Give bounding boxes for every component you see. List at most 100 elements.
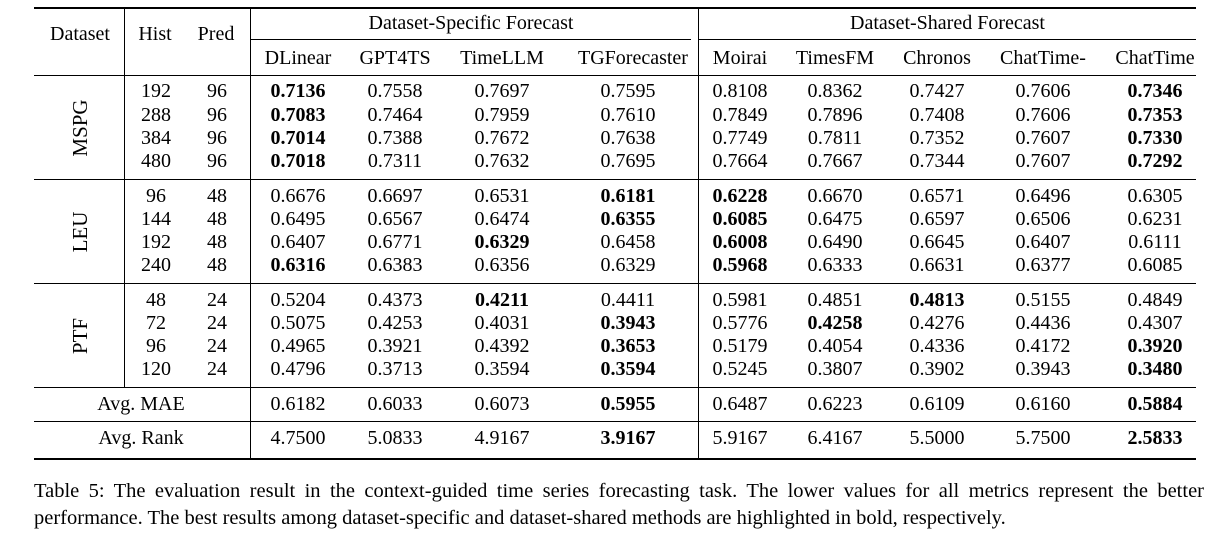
header-bottom-rule: [34, 75, 1196, 76]
results-table: Dataset Hist Pred Dataset-Specific Forec…: [34, 7, 1196, 460]
hist-cell: 192: [141, 80, 171, 102]
summary-rule: [34, 421, 1196, 422]
value-cell: 0.6458: [600, 231, 656, 253]
value-cell: 0.6645: [909, 231, 965, 253]
value-cell: 0.7664: [712, 150, 768, 172]
value-cell: 0.5245: [712, 358, 768, 380]
hist-cell: 240: [141, 254, 171, 276]
value-cell: 0.6228: [712, 185, 768, 207]
value-cell: 0.7408: [909, 104, 965, 126]
model-header: TimeLLM: [460, 47, 544, 69]
value-cell: 0.6474: [474, 208, 530, 230]
value-cell: 0.6329: [474, 231, 530, 253]
value-cell: 0.7607: [1015, 127, 1071, 149]
header-dataset: Dataset: [50, 23, 110, 45]
value-cell: 0.6567: [367, 208, 423, 230]
dataset-label: MSPG: [68, 99, 92, 157]
value-cell: 0.4211: [475, 289, 529, 311]
value-cell: 0.7464: [367, 104, 423, 126]
group-rule-3: [34, 387, 1196, 388]
hist-cell: 384: [141, 127, 171, 149]
value-cell: 0.3653: [600, 335, 656, 357]
value-cell: 0.6407: [270, 231, 326, 253]
value-cell: 0.6407: [1015, 231, 1071, 253]
hist-cell: 480: [141, 150, 171, 172]
value-cell: 0.4253: [367, 312, 423, 334]
summary-value-cell: 0.6160: [1015, 393, 1071, 415]
pred-cell: 24: [207, 335, 227, 357]
value-cell: 0.7667: [807, 150, 863, 172]
group-header-rule-shared: [699, 39, 1196, 40]
value-cell: 0.6085: [712, 208, 768, 230]
value-cell: 0.7849: [712, 104, 768, 126]
pred-cell: 24: [207, 312, 227, 334]
value-cell: 0.7352: [909, 127, 965, 149]
hist-cell: 72: [146, 312, 166, 334]
summary-label: Avg. MAE: [97, 393, 185, 415]
value-cell: 0.3594: [600, 358, 656, 380]
value-cell: 0.7595: [600, 80, 656, 102]
value-cell: 0.7896: [807, 104, 863, 126]
hist-cell: 144: [141, 208, 171, 230]
value-cell: 0.5155: [1015, 289, 1071, 311]
pred-cell: 48: [207, 208, 227, 230]
value-cell: 0.7311: [367, 150, 423, 172]
dataset-label: PTF: [68, 317, 92, 355]
value-cell: 0.7330: [1127, 127, 1183, 149]
value-cell: 0.5981: [712, 289, 768, 311]
value-cell: 0.6316: [270, 254, 326, 276]
header-pred: Pred: [197, 23, 235, 45]
value-cell: 0.7672: [474, 127, 530, 149]
model-header: TimesFM: [795, 47, 875, 69]
value-cell: 0.6377: [1015, 254, 1071, 276]
value-cell: 0.7346: [1127, 80, 1183, 102]
summary-value-cell: 0.6182: [270, 393, 326, 415]
value-cell: 0.7083: [270, 104, 326, 126]
value-cell: 0.6231: [1127, 208, 1183, 230]
value-cell: 0.6697: [367, 185, 423, 207]
value-cell: 0.6085: [1127, 254, 1183, 276]
hist-cell: 48: [146, 289, 166, 311]
value-cell: 0.3943: [600, 312, 656, 334]
pred-cell: 96: [207, 150, 227, 172]
value-cell: 0.4851: [807, 289, 863, 311]
pred-cell: 24: [207, 289, 227, 311]
value-cell: 0.6676: [270, 185, 326, 207]
value-cell: 0.6181: [600, 185, 656, 207]
value-cell: 0.6496: [1015, 185, 1071, 207]
value-cell: 0.7959: [474, 104, 530, 126]
value-cell: 0.8362: [807, 80, 863, 102]
value-cell: 0.4307: [1127, 312, 1183, 334]
pred-cell: 96: [207, 80, 227, 102]
dataset-label: LEU: [68, 211, 92, 253]
value-cell: 0.7695: [600, 150, 656, 172]
hist-cell: 192: [141, 231, 171, 253]
pred-cell: 48: [207, 185, 227, 207]
value-cell: 0.7811: [807, 127, 863, 149]
value-cell: 0.3902: [909, 358, 965, 380]
summary-value-cell: 5.7500: [1015, 427, 1071, 449]
summary-value-cell: 5.0833: [367, 427, 423, 449]
value-cell: 0.3480: [1127, 358, 1183, 380]
value-cell: 0.3594: [474, 358, 530, 380]
top-rule: [34, 7, 1196, 9]
vrule-groups: [698, 9, 699, 460]
model-header: ChatTime: [1115, 47, 1195, 69]
value-cell: 0.5776: [712, 312, 768, 334]
summary-label: Avg. Rank: [98, 427, 184, 449]
vrule-dataset: [124, 9, 125, 387]
summary-value-cell: 4.7500: [270, 427, 326, 449]
value-cell: 0.6506: [1015, 208, 1071, 230]
group-rule-1: [34, 179, 1196, 180]
value-cell: 0.6008: [712, 231, 768, 253]
summary-value-cell: 6.4167: [807, 427, 863, 449]
pred-cell: 96: [207, 127, 227, 149]
value-cell: 0.7136: [270, 80, 326, 102]
value-cell: 0.5204: [270, 289, 326, 311]
value-cell: 0.4436: [1015, 312, 1071, 334]
value-cell: 0.7018: [270, 150, 326, 172]
value-cell: 0.6355: [600, 208, 656, 230]
value-cell: 0.3807: [807, 358, 863, 380]
value-cell: 0.6356: [474, 254, 530, 276]
value-cell: 0.6670: [807, 185, 863, 207]
